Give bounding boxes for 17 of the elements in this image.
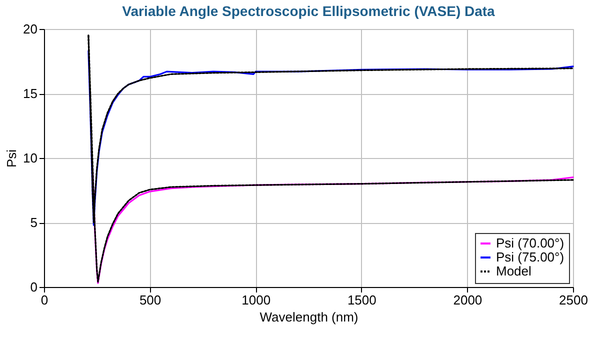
legend-label: Psi (70.00°) — [496, 236, 564, 250]
y-axis-title: Psi — [4, 149, 20, 168]
legend-label: Model — [496, 264, 532, 278]
x-tick-label: 1000 — [242, 292, 271, 308]
x-tick-label: 500 — [139, 292, 162, 308]
chart-title: Variable Angle Spectroscopic Ellipsometric (VASE) Data — [122, 3, 496, 19]
y-tick-label: 20 — [23, 22, 38, 36]
x-tick-label: 2500 — [559, 292, 588, 308]
y-tick-label: 10 — [23, 150, 38, 166]
x-tick-label: 0 — [40, 292, 48, 308]
x-axis-title: Wavelength (nm) — [260, 310, 358, 324]
y-tick-label: 15 — [23, 86, 38, 101]
y-tick-label: 0 — [30, 280, 38, 294]
legend-label: Psi (75.00°) — [496, 250, 564, 264]
x-tick-label: 1500 — [347, 292, 376, 308]
y-tick-label: 5 — [30, 215, 38, 230]
x-tick-label: 2000 — [453, 292, 482, 308]
